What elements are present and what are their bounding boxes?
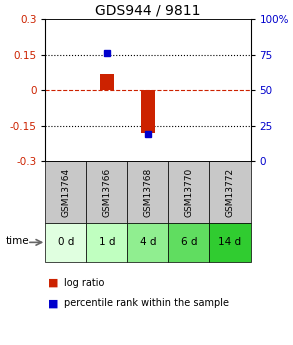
- Bar: [209, 161, 251, 223]
- Bar: [45, 223, 86, 262]
- Text: 14 d: 14 d: [219, 237, 241, 247]
- Text: log ratio: log ratio: [64, 278, 105, 288]
- Text: percentile rank within the sample: percentile rank within the sample: [64, 298, 229, 308]
- Title: GDS944 / 9811: GDS944 / 9811: [95, 4, 201, 18]
- Text: GSM13766: GSM13766: [103, 167, 111, 217]
- Bar: [45, 161, 86, 223]
- Bar: [86, 161, 127, 223]
- Text: 6 d: 6 d: [181, 237, 197, 247]
- Bar: [209, 223, 251, 262]
- Bar: [127, 223, 168, 262]
- Bar: [168, 161, 209, 223]
- Text: GSM13764: GSM13764: [62, 167, 70, 217]
- Text: GSM13772: GSM13772: [226, 167, 234, 217]
- Text: 0 d: 0 d: [58, 237, 74, 247]
- Text: 1 d: 1 d: [99, 237, 115, 247]
- Bar: [100, 73, 114, 90]
- Text: GSM13770: GSM13770: [185, 167, 193, 217]
- Text: time: time: [6, 236, 30, 246]
- Bar: [127, 161, 168, 223]
- Bar: [141, 90, 155, 133]
- Text: 4 d: 4 d: [140, 237, 156, 247]
- Text: ■: ■: [48, 278, 59, 288]
- Bar: [168, 223, 209, 262]
- Text: ■: ■: [48, 298, 59, 308]
- Text: GSM13768: GSM13768: [144, 167, 152, 217]
- Bar: [86, 223, 127, 262]
